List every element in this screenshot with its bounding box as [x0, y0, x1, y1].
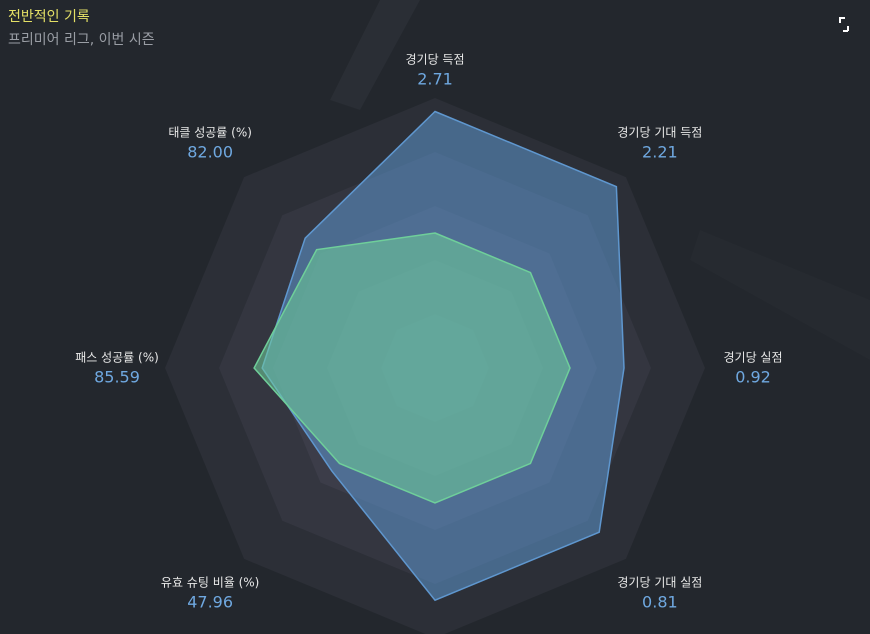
axis-label: 경기당 기대 득점: [617, 126, 702, 140]
axis-value: 2.21: [642, 143, 678, 162]
axis-label: 경기당 득점: [405, 53, 464, 67]
axis-value: 0.92: [735, 368, 771, 387]
axis-value: 85.59: [94, 368, 140, 387]
axis-label: 유효 슈팅 비율 (%): [161, 575, 259, 589]
expand-icon-path[interactable]: [839, 17, 849, 32]
axis-label: 태클 성공률 (%): [168, 126, 252, 140]
expand-icon[interactable]: [839, 17, 849, 32]
decor: [690, 230, 870, 360]
axis-value: 0.81: [642, 592, 678, 611]
series-area: [253, 232, 571, 504]
axis-value: 47.96: [187, 592, 233, 611]
axis-value: 82.00: [187, 143, 233, 162]
axis-label: 경기당 실점: [723, 351, 782, 365]
chart-subtitle: 프리미어 리그, 이번 시즌: [8, 32, 155, 48]
axis-label: 패스 성공률 (%): [75, 351, 159, 365]
axis-label: 경기당 기대 실점: [617, 575, 702, 589]
axis-value: 2.71: [417, 70, 453, 89]
chart-title: 전반적인 기록: [8, 9, 90, 25]
decor: [330, 0, 420, 110]
